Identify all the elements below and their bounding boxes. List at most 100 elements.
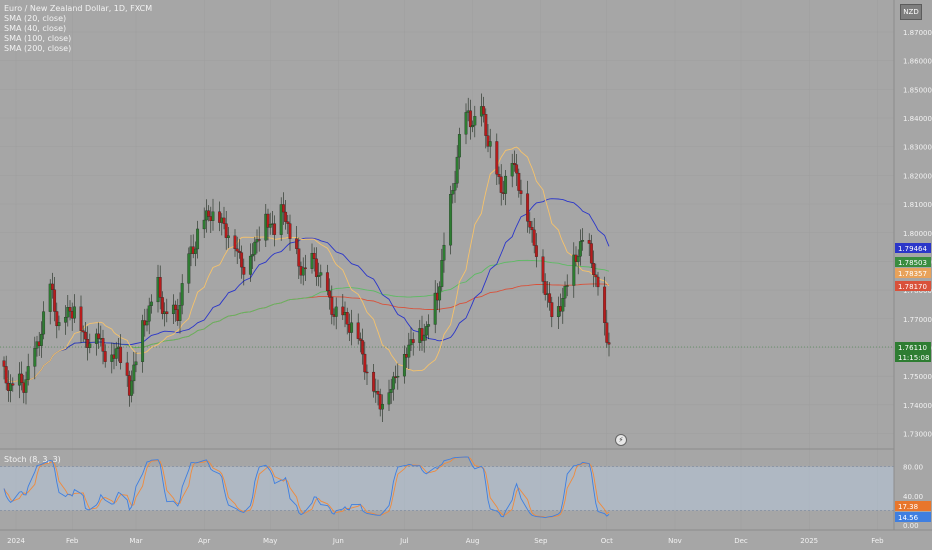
candle [453, 170, 457, 203]
candle [471, 120, 475, 133]
price-tick-label: 1.77000 [903, 316, 932, 324]
candle [449, 185, 453, 255]
sma100-label[interactable]: SMA (100, close) [4, 34, 72, 43]
candle [380, 394, 384, 423]
candle [24, 371, 28, 405]
candle [48, 279, 52, 325]
candle [55, 302, 59, 339]
svg-text:1.76110: 1.76110 [898, 344, 927, 352]
time-tick-label: 2024 [7, 537, 25, 545]
candle [288, 214, 292, 251]
chart-legend: Euro / New Zealand Dollar, 1D, FXCM SMA … [4, 4, 152, 54]
candle [334, 297, 338, 330]
candle [530, 220, 534, 243]
candle [141, 314, 145, 373]
candle [372, 363, 376, 398]
time-tick-label: Feb [871, 537, 884, 545]
candle [83, 321, 87, 348]
candle [72, 294, 76, 324]
candle [457, 127, 461, 170]
time-tick-label: Aug [466, 537, 480, 545]
candle [341, 294, 345, 320]
candle [125, 351, 129, 387]
candle [556, 296, 560, 329]
candle [396, 363, 400, 390]
price-tick-label: 1.83000 [903, 144, 932, 152]
candle [26, 353, 30, 386]
candle [484, 108, 488, 149]
price-tick-label: 1.82000 [903, 172, 932, 180]
candle [147, 297, 151, 335]
candle [438, 281, 442, 313]
sma200-label[interactable]: SMA (200, close) [4, 44, 72, 53]
candle [202, 207, 206, 239]
stoch-indicator-label[interactable]: Stoch (8, 3, 3) [4, 455, 61, 464]
candle [218, 201, 222, 232]
candle [149, 294, 153, 314]
candle [20, 361, 24, 391]
candle [53, 277, 57, 322]
candle [528, 212, 532, 234]
candle [257, 226, 261, 252]
candle [255, 229, 259, 254]
price-tick-label: 1.86000 [903, 58, 932, 66]
candle [222, 206, 226, 230]
time-tick-label: Sep [534, 537, 548, 545]
candle [512, 150, 516, 172]
candle [576, 249, 580, 275]
candle [517, 168, 521, 198]
candle [473, 105, 477, 138]
candle [594, 263, 598, 287]
lightning-icon[interactable]: ⚡ [615, 434, 627, 446]
price-badge: 17.38 [895, 501, 931, 511]
price-tick-label: 1.75000 [903, 373, 932, 381]
candle [248, 243, 252, 282]
candle [572, 242, 576, 298]
sma20-label[interactable]: SMA (20, close) [4, 14, 67, 23]
svg-text:14.56: 14.56 [898, 514, 919, 522]
price-tick-label: 1.87000 [903, 29, 932, 37]
stoch-d-line [3, 456, 610, 518]
candle [389, 378, 393, 404]
stoch-tick-label: 0.00 [903, 522, 919, 530]
price-badge: 14.56 [895, 512, 931, 522]
candle [376, 379, 380, 406]
candle [603, 276, 607, 336]
candle [145, 308, 149, 332]
candle [64, 305, 68, 335]
candle [592, 250, 596, 288]
candle [33, 336, 37, 380]
candle [253, 236, 257, 262]
candle [180, 274, 184, 315]
candle [328, 278, 332, 310]
candle [442, 232, 446, 273]
currency-button[interactable]: NZD [900, 4, 922, 20]
candle [314, 247, 318, 286]
time-tick-label: Apr [198, 537, 210, 545]
candle [550, 296, 554, 328]
candle [242, 258, 246, 286]
candle [607, 332, 611, 357]
candle [363, 341, 367, 380]
price-badge: 1.78503 [895, 257, 931, 267]
candle [532, 217, 536, 254]
sma40-label[interactable]: SMA (40, close) [4, 24, 67, 33]
candle [211, 198, 215, 231]
svg-text:11:15:08: 11:15:08 [898, 354, 929, 362]
candle [132, 352, 136, 394]
candle [605, 309, 609, 348]
candle [42, 301, 46, 340]
candle [50, 272, 54, 299]
symbol-title[interactable]: Euro / New Zealand Dollar, 1D, FXCM [4, 4, 153, 13]
candle [427, 314, 431, 340]
candle [563, 281, 567, 307]
candle [451, 183, 455, 204]
candle [526, 180, 530, 233]
candle [488, 128, 492, 159]
candle [356, 313, 360, 345]
candle [482, 96, 486, 123]
candle [325, 264, 329, 296]
candle [79, 295, 83, 344]
candle [207, 205, 211, 222]
